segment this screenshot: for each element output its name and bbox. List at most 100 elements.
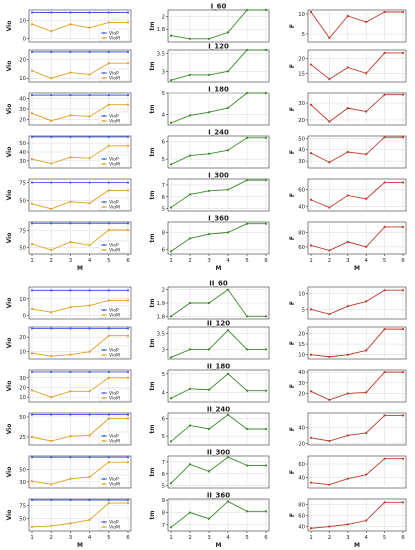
y-tick-label: 10 (298, 353, 305, 359)
series-line (31, 104, 128, 122)
y-tick-label: 20 (298, 391, 305, 397)
data-point (383, 181, 386, 184)
y-tick-label: 2 (162, 288, 165, 294)
legend-label: VioP (109, 114, 119, 120)
plot-frame (307, 369, 407, 403)
data-point (401, 328, 405, 331)
data-point (126, 376, 130, 379)
data-point (126, 228, 130, 232)
data-point (126, 461, 130, 464)
series-line (170, 414, 266, 442)
data-point (50, 11, 53, 14)
data-point (309, 198, 313, 201)
data-point (401, 136, 405, 139)
series-line (31, 461, 128, 485)
data-point (328, 313, 331, 316)
data-point (69, 23, 72, 26)
data-point (328, 77, 331, 81)
legend-label: VioP (109, 434, 119, 440)
data-point (401, 501, 405, 504)
data-point (50, 207, 53, 210)
data-point (30, 389, 34, 392)
data-point (126, 501, 130, 505)
y-tick-label: 10 (19, 297, 26, 303)
data-point (69, 327, 72, 330)
x-tick-label: 2 (188, 535, 191, 541)
y-tick-label: 80 (298, 231, 305, 237)
data-point (69, 222, 72, 225)
data-point (107, 21, 110, 24)
data-point (50, 524, 53, 528)
data-point (401, 225, 405, 229)
series-line (31, 335, 128, 357)
plot-frame (167, 92, 270, 126)
data-point (309, 63, 313, 66)
data-point (30, 435, 34, 439)
series-line (310, 371, 403, 401)
data-point (107, 289, 110, 292)
data-point (126, 456, 130, 459)
data-point (264, 91, 268, 95)
data-point (188, 348, 192, 351)
y-axis-label: Vio (6, 338, 13, 349)
data-point (107, 144, 110, 147)
data-point (50, 439, 53, 443)
x-axis-label: M (77, 265, 83, 272)
x-tick-label: 3 (207, 535, 210, 541)
data-point (226, 188, 230, 191)
series-line (310, 328, 403, 358)
data-point (383, 371, 386, 374)
data-point (365, 519, 368, 522)
data-point (69, 353, 72, 356)
plot-frame (167, 221, 270, 255)
y-axis-label: F (289, 24, 296, 28)
x-tick-label: 4 (226, 258, 230, 264)
panel-title: II_240 (207, 406, 230, 414)
series-line (310, 136, 403, 163)
data-point (169, 356, 173, 359)
y-axis-label: F (289, 107, 296, 111)
data-point (107, 228, 110, 232)
data-point (50, 135, 53, 138)
y-tick-label: 40 (298, 148, 305, 154)
data-point (245, 315, 249, 318)
series-line (170, 289, 266, 317)
legend-label: VioP (109, 200, 119, 206)
data-point (245, 510, 249, 513)
data-point (30, 222, 34, 225)
data-point (30, 480, 34, 483)
y-tick-label: 8 (162, 511, 166, 517)
series-line (31, 377, 128, 398)
data-point (30, 23, 34, 26)
y-tick-label: 6 (162, 139, 166, 145)
y-tick-label: 0 (23, 314, 27, 320)
data-point (207, 233, 211, 236)
data-point (88, 390, 91, 393)
data-point (207, 348, 211, 351)
data-point (226, 456, 230, 459)
data-point (30, 135, 34, 138)
data-point (188, 114, 192, 117)
data-point (207, 517, 211, 520)
data-point (309, 353, 313, 356)
legend-marker (103, 244, 105, 246)
y-axis-label: Vio (6, 381, 13, 392)
y-axis-label: tm (149, 298, 156, 307)
data-point (107, 135, 110, 138)
data-point (50, 248, 53, 252)
data-point (245, 222, 249, 225)
data-point (126, 11, 130, 14)
legend-label: VioP (109, 477, 119, 483)
panel-title: I_300 (208, 172, 229, 180)
data-point (207, 73, 211, 76)
y-axis-label: Vio (6, 190, 13, 201)
legend-marker (103, 163, 105, 165)
data-point (328, 206, 331, 209)
legend-label: VioP (109, 348, 119, 354)
y-tick-label: 50 (298, 136, 305, 142)
data-point (107, 413, 110, 416)
plot-frame (167, 178, 270, 212)
